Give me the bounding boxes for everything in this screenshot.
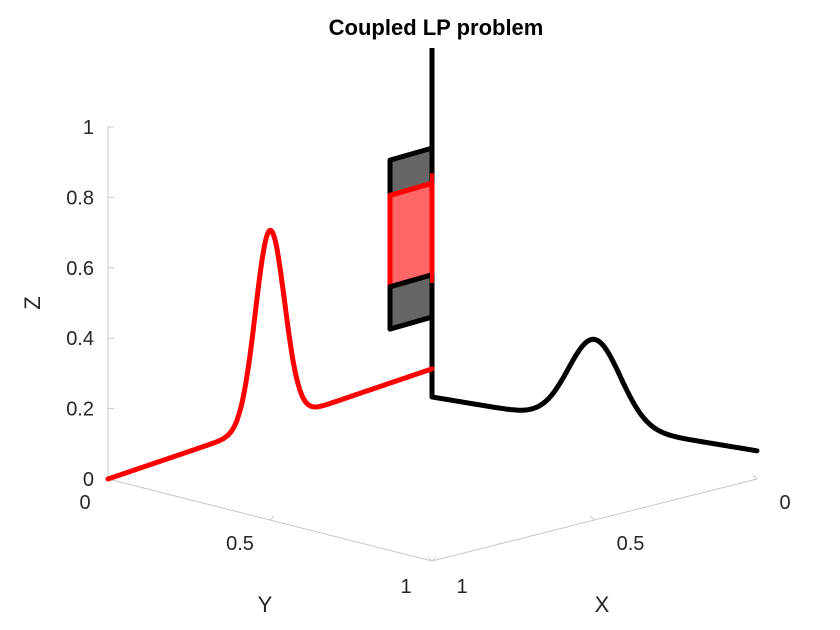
z-axis-label: Z [20,296,45,309]
bands [387,48,435,397]
y-axis-label: Y [258,592,273,617]
series [105,227,760,482]
chart-title: Coupled LP problem [329,15,544,40]
red-curve [105,227,435,482]
x-tick-label: 0 [779,492,790,514]
x-tick-mark [752,474,758,480]
x-tick-label: 0.5 [617,533,645,555]
x-tick-mark [427,556,433,562]
x-axis-label: X [595,592,610,617]
y-tick-mark [431,556,437,562]
y-tick-mark [269,515,275,521]
axes [107,126,758,562]
z-tick-label: 0 [83,469,94,491]
z-tick-label: 0.6 [66,258,94,280]
tick-labels: 0 0.2 0.4 0.6 0.8 1 0 0.5 1 0 0.5 1 [66,117,790,598]
y-tick-label: 0.5 [226,533,254,555]
z-tick-label: 0.4 [66,328,94,350]
z-tick-label: 0.8 [66,187,94,209]
band-block [387,180,435,290]
z-tick-label: 1 [83,117,94,139]
x-tick-mark [590,515,595,521]
y-tick-label: 1 [400,576,411,598]
band-block [387,272,435,332]
black-curve [429,336,760,454]
y-tick-label: 0 [79,492,90,514]
x-tick-label: 1 [456,576,467,598]
z-tick-label: 0.2 [66,399,94,421]
